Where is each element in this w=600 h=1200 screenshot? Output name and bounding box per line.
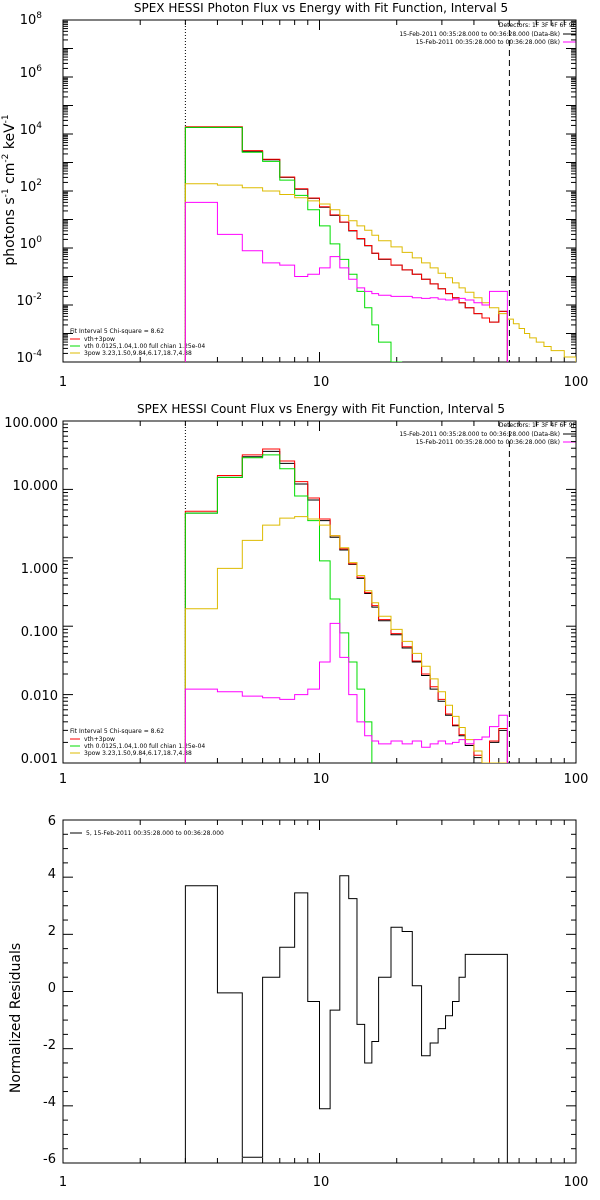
photon-y-tick-label: 100 xyxy=(20,235,43,252)
count-x-tick-label: 10 xyxy=(313,772,330,787)
photon-legend-entry: vth+3pow xyxy=(84,336,115,343)
photon-data-bk-text: 15-Feb-2011 00:35:28.000 to 00:36:28.000… xyxy=(399,31,560,38)
photon-y-tick-label: 10-2 xyxy=(16,292,42,309)
residuals-x-tick-labels: 1 10 100 xyxy=(59,1175,589,1190)
photon-y-tick-label: 102 xyxy=(20,178,42,195)
residuals-y-tick-labels: -6 -4 -2 0 2 4 6 xyxy=(43,814,56,1167)
count-fit-info-text: Fit Interval 5 Chi-square = 8.62 xyxy=(70,728,164,735)
residuals-series-line-0 xyxy=(184,875,508,1163)
count-series-line-4 xyxy=(184,622,508,763)
residuals-x-ticks xyxy=(62,820,565,1163)
residuals-legend-entry: 5, 15-Feb-2011 00:35:28.000 to 00:36:28.… xyxy=(86,830,224,837)
count-y-tick-label: 1.000 xyxy=(21,562,58,577)
count-y-tick-labels: 0.001 0.010 0.100 1.000 10.000 100.000 xyxy=(4,416,58,767)
photon-chart-title: SPEX HESSI Photon Flux vs Energy with Fi… xyxy=(134,1,508,15)
residuals-y-axis-label: Normalized Residuals xyxy=(8,943,24,1093)
count-y-tick-label: 0.100 xyxy=(21,625,58,640)
photon-detectors-text: Detectors: 1F 3F 4F 6F 9F xyxy=(499,22,577,29)
residuals-y-tick-label: -6 xyxy=(43,1152,56,1167)
count-legend-entry: 3pow 3.23,1.50,9.84,6.17,18.7,4.88 xyxy=(84,750,192,757)
photon-fit-info-text: Fit Interval 5 Chi-square = 8.62 xyxy=(70,328,164,335)
count-y-ticks xyxy=(63,423,576,764)
count-chart-title: SPEX HESSI Count Flux vs Energy with Fit… xyxy=(137,402,505,416)
count-bk-text: 15-Feb-2011 00:35:28.000 to 00:36:28.000… xyxy=(416,439,560,446)
count-data-bk-text: 15-Feb-2011 00:35:28.000 to 00:36:28.000… xyxy=(399,431,560,438)
count-y-tick-label: 10.000 xyxy=(13,479,59,494)
photon-x-tick-label: 100 xyxy=(564,375,589,390)
residuals-y-tick-label: 4 xyxy=(48,867,56,882)
photon-x-tick-labels: 1 10 100 xyxy=(59,375,589,390)
photon-series-line-3 xyxy=(184,183,576,362)
photon-header: Detectors: 1F 3F 4F 6F 9F 15-Feb-2011 00… xyxy=(399,22,576,46)
residuals-y-tick-label: 6 xyxy=(48,814,56,829)
count-x-tick-labels: 1 10 100 xyxy=(59,772,589,787)
photon-flux-panel: SPEX HESSI Photon Flux vs Energy with Fi… xyxy=(1,1,588,390)
photon-legend-entry: vth 0.0125,1.04,1.00 full chian 1.25e-04 xyxy=(84,343,205,350)
count-series-group xyxy=(184,448,508,763)
count-y-tick-label: 0.001 xyxy=(21,752,58,767)
photon-series-line-2 xyxy=(184,126,403,362)
residuals-x-tick-label: 100 xyxy=(564,1175,589,1190)
residuals-y-tick-label: -2 xyxy=(43,1038,56,1053)
photon-series-group xyxy=(184,126,576,362)
photon-y-tick-label: 104 xyxy=(20,121,43,138)
photon-y-axis-label: photons s-1 cm-2 keV-1 xyxy=(1,114,18,265)
photon-legend-entry: 3pow 3.23,1.50,9.84,6.17,18.7,4.88 xyxy=(84,350,192,357)
photon-y-tick-label: 106 xyxy=(20,64,43,81)
residuals-x-tick-label: 1 xyxy=(59,1175,67,1190)
photon-y-tick-labels: 10-4 10-2 100 102 104 106 108 xyxy=(16,11,42,366)
count-x-ticks xyxy=(62,421,565,763)
count-x-tick-label: 1 xyxy=(59,772,67,787)
count-y-tick-label: 0.010 xyxy=(21,689,58,704)
count-detectors-text: Detectors: 1F 3F 4F 6F 9F xyxy=(499,422,577,429)
residuals-x-tick-label: 10 xyxy=(313,1175,330,1190)
residuals-legend: 5, 15-Feb-2011 00:35:28.000 to 00:36:28.… xyxy=(70,830,224,837)
count-series-line-2 xyxy=(184,454,373,763)
count-legend: Fit Interval 5 Chi-square = 8.62 vth+3po… xyxy=(70,728,205,757)
photon-legend: Fit Interval 5 Chi-square = 8.62 vth+3po… xyxy=(70,328,205,357)
residuals-series-group xyxy=(184,875,508,1163)
photon-y-ticks xyxy=(63,20,576,363)
count-series-line-3 xyxy=(184,516,508,763)
count-flux-panel: SPEX HESSI Count Flux vs Energy with Fit… xyxy=(4,402,588,787)
photon-bk-text: 15-Feb-2011 00:35:28.000 to 00:36:28.000… xyxy=(416,39,560,46)
residuals-y-ticks xyxy=(63,819,576,1164)
photon-y-tick-label: 10-4 xyxy=(16,349,42,366)
count-x-tick-label: 100 xyxy=(564,772,589,787)
residuals-y-tick-label: -4 xyxy=(43,1095,56,1110)
photon-x-tick-label: 1 xyxy=(59,375,67,390)
count-legend-entry: vth 0.0125,1.04,1.00 full chian 1.25e-04 xyxy=(84,743,205,750)
residuals-panel: Normalized Residuals -6 -4 -2 0 2 4 6 1 … xyxy=(8,814,588,1190)
photon-series-line-4 xyxy=(184,201,508,362)
count-series-line-0 xyxy=(184,450,508,763)
residuals-y-tick-label: 0 xyxy=(48,981,56,996)
count-legend-entry: vth+3pow xyxy=(84,736,115,743)
count-y-tick-label: 100.000 xyxy=(4,416,58,431)
photon-y-tick-label: 108 xyxy=(20,11,43,28)
photon-x-tick-label: 10 xyxy=(313,375,330,390)
residuals-y-tick-label: 2 xyxy=(48,924,56,939)
